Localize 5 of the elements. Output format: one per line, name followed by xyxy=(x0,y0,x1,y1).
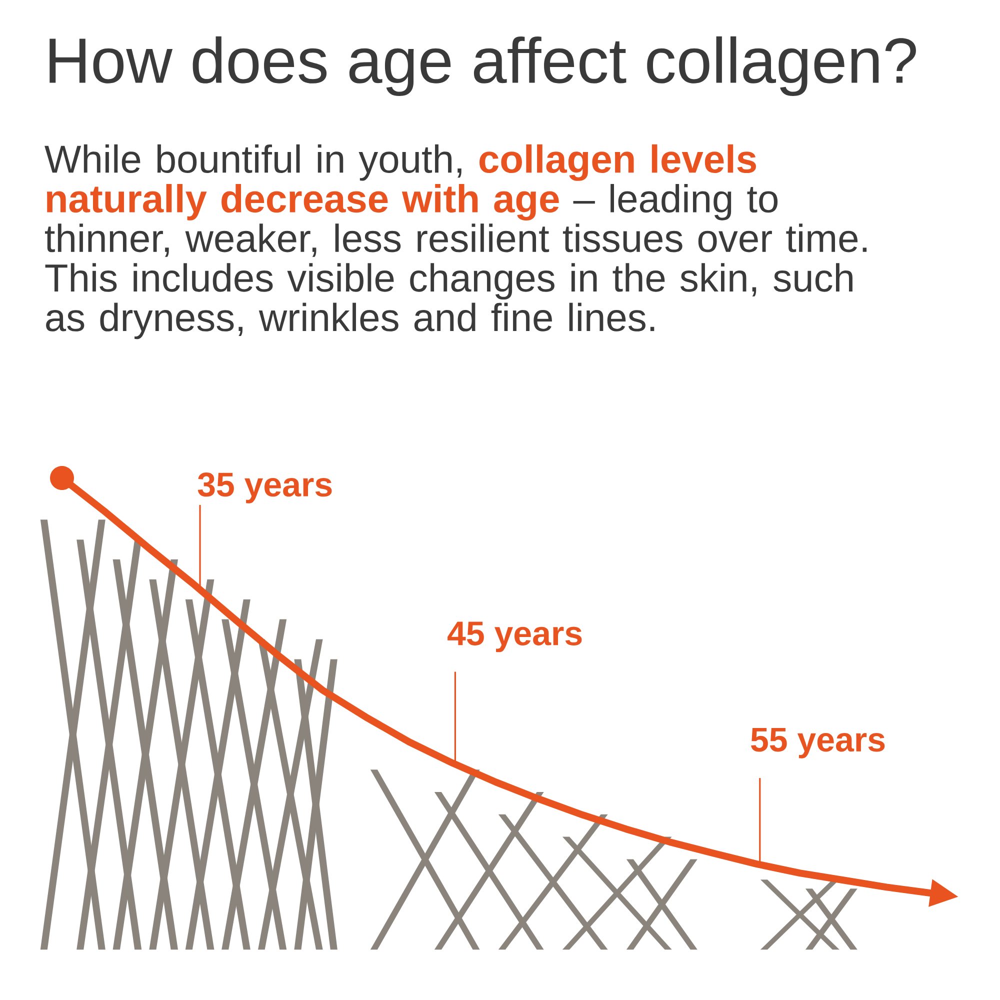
annotation: 55 years xyxy=(751,728,885,758)
annotation: 35 years xyxy=(198,472,332,504)
annotation: 45 years xyxy=(448,622,582,652)
chart-subtitle: While bountiful in youth, collagen levels naturally decrease with age – leading to thinner, weaker, less resilient tissues over time. This includes visible changes in the skin, such as dryness, wrinkles and fine lines. xyxy=(44,144,867,340)
chart-title: How does age affect collagen? xyxy=(50,36,916,96)
